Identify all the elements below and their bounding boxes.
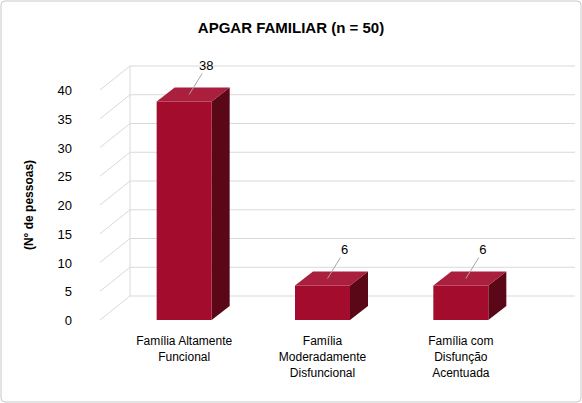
x-tick-label: FamíliaModeradamenteDisfuncional [279, 334, 367, 380]
bar-top [433, 272, 506, 286]
grid-line [100, 66, 575, 90]
label-leader [328, 258, 341, 279]
x-tick-label: Família AltamenteFuncional [136, 334, 232, 364]
label-leader [466, 258, 479, 279]
data-label: 6 [479, 242, 486, 257]
y-tick-label: 35 [58, 112, 72, 127]
bar-group [295, 272, 368, 321]
grid [100, 66, 575, 320]
data-label: 38 [199, 58, 213, 73]
bar [157, 102, 212, 321]
y-tick-label: 40 [58, 83, 72, 98]
bar [433, 286, 488, 321]
bar-group [157, 88, 230, 321]
bar-side [212, 88, 230, 321]
bar-group [433, 272, 506, 321]
bar-top [295, 272, 368, 286]
frame [1, 1, 581, 402]
y-tick-label: 10 [58, 256, 72, 271]
data-label: 6 [341, 242, 348, 257]
y-tick-label: 15 [58, 227, 72, 242]
y-tick-label: 0 [65, 313, 72, 328]
y-tick-label: 30 [58, 141, 72, 156]
title: APGAR FAMILIAR (n = 50) [198, 19, 384, 36]
bars [157, 88, 507, 321]
bar-top [157, 88, 230, 102]
y-axis-label: (N° de pessoas) [22, 160, 36, 250]
x-tick-label: Família comDisfunçãoAcentuada [428, 334, 493, 380]
bar [295, 286, 350, 321]
y-tick-label: 25 [58, 169, 72, 184]
y-tick-label: 20 [58, 198, 72, 213]
labels: 38 6 6 [189, 58, 486, 279]
label-leader [189, 74, 202, 95]
axis-wall [130, 66, 131, 296]
chart-root: APGAR FAMILIAR (n = 50) (N° de pessoas) 0 5… [0, 0, 582, 403]
chart-svg: APGAR FAMILIAR (n = 50) (N° de pessoas) 0 5… [0, 0, 582, 403]
y-tick-label: 5 [65, 284, 72, 299]
